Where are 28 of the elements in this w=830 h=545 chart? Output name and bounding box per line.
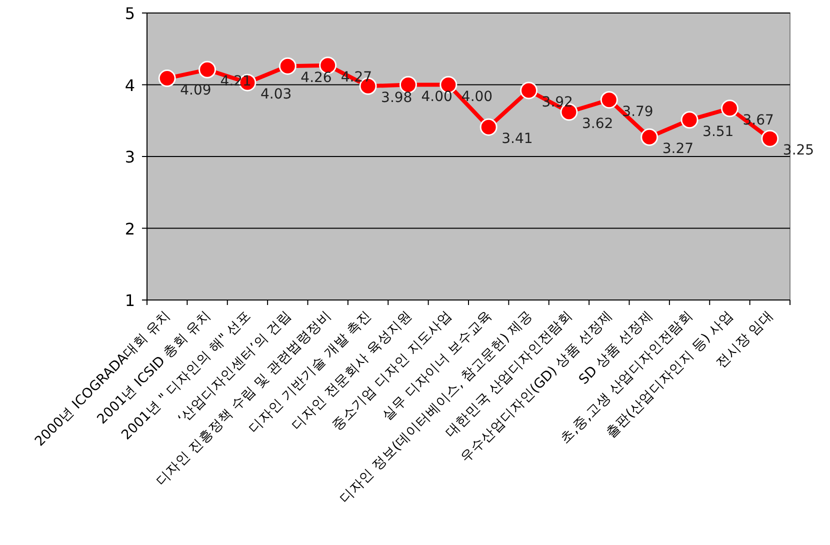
point xyxy=(480,118,498,136)
data-label: 3.62 xyxy=(582,116,614,132)
data-label: 3.41 xyxy=(502,131,533,148)
point xyxy=(399,76,417,94)
data-label: 3.98 xyxy=(381,90,412,106)
data-label: 4.09 xyxy=(180,82,212,98)
data-label: 4.26 xyxy=(300,70,332,86)
y-tick-label: 2 xyxy=(124,219,135,238)
point xyxy=(720,100,738,118)
point xyxy=(761,130,779,148)
data-label: 3.79 xyxy=(622,104,654,120)
y-tick-label: 1 xyxy=(124,291,135,310)
point xyxy=(158,70,176,88)
data-label: 3.51 xyxy=(702,124,734,140)
data-label: 4.21 xyxy=(220,74,252,90)
point xyxy=(680,111,698,129)
point xyxy=(198,60,216,78)
data-label: 4.03 xyxy=(260,86,292,103)
point xyxy=(640,128,658,146)
data-label: 3.27 xyxy=(662,141,694,158)
y-tick-label: 4 xyxy=(124,76,135,95)
point xyxy=(278,57,296,75)
y-tick-label: 5 xyxy=(124,4,135,23)
point xyxy=(600,91,618,109)
point xyxy=(520,82,538,100)
y-tick-label: 3 xyxy=(124,148,135,166)
data-label: 4.00 xyxy=(421,88,452,105)
data-label: 4.00 xyxy=(461,88,493,105)
